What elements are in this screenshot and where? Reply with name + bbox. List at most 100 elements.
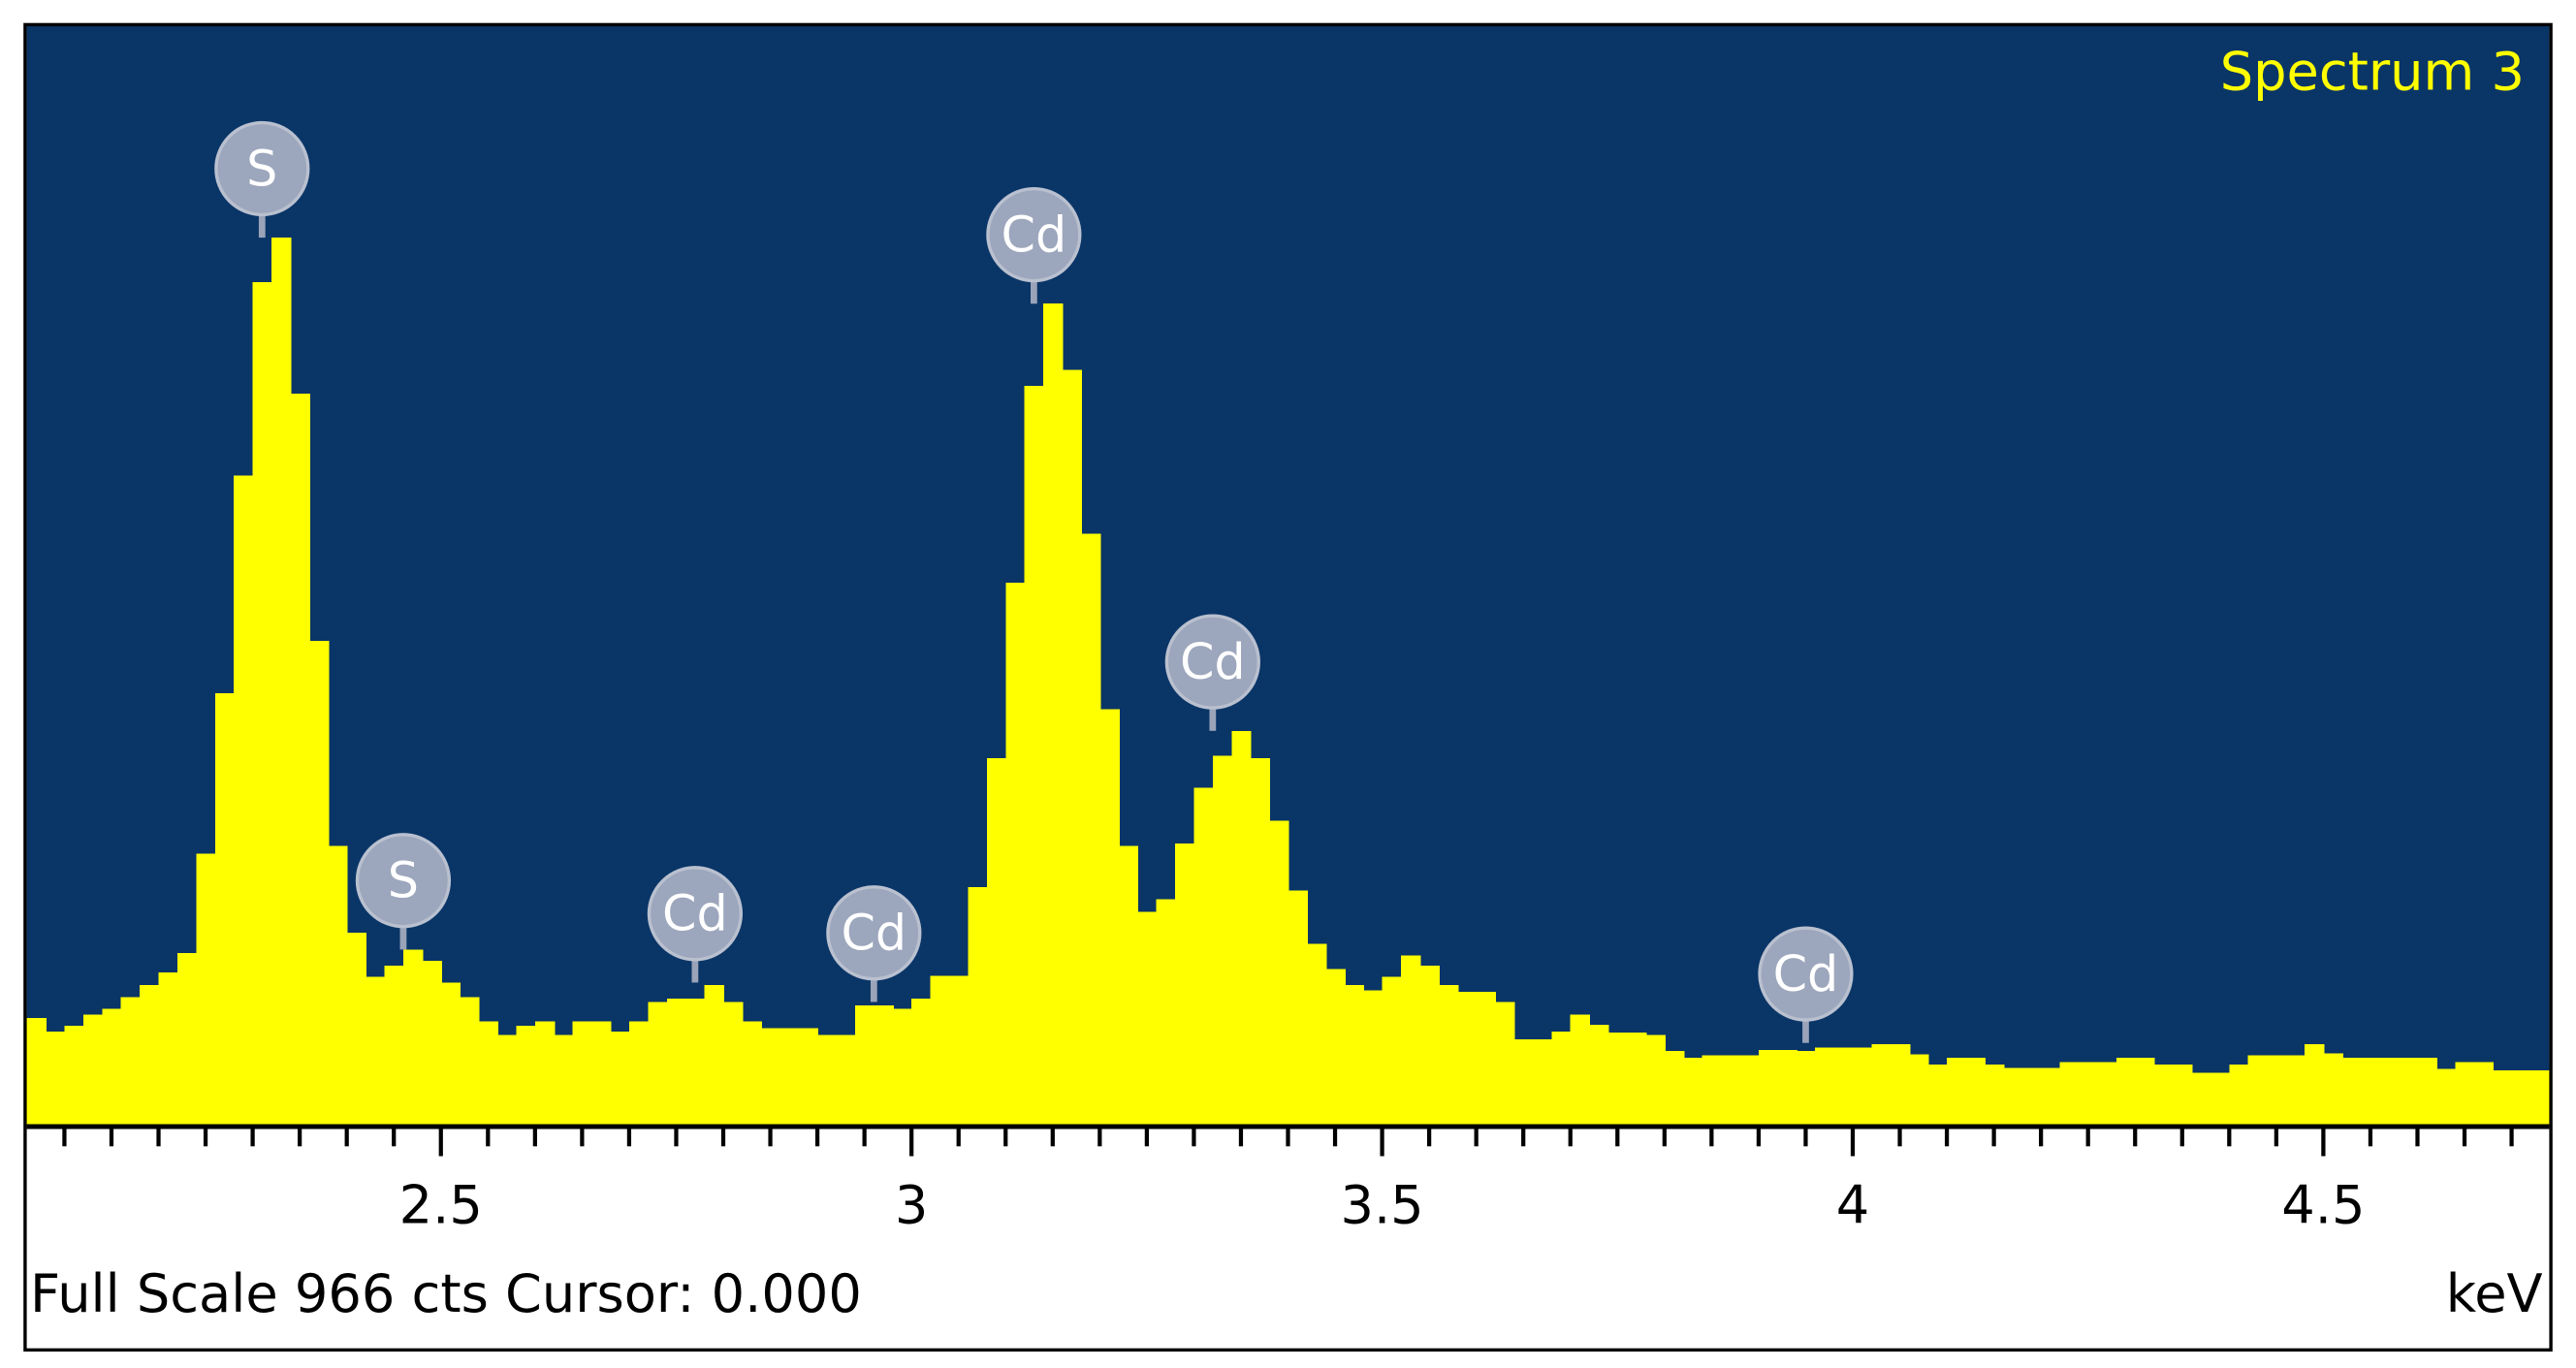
bar [497, 1034, 518, 1126]
bar [1080, 533, 1101, 1126]
bar [64, 1026, 84, 1126]
bar [1833, 1047, 1855, 1126]
annotation-label: Cd [662, 885, 728, 942]
bar [308, 640, 330, 1126]
bar [346, 932, 367, 1126]
bar [2229, 1065, 2249, 1126]
bar [1589, 1024, 1609, 1126]
bar [1551, 1031, 1572, 1126]
bar [968, 886, 988, 1126]
bar [422, 961, 442, 1126]
bar [1043, 303, 1064, 1126]
bar [46, 1031, 66, 1126]
annotation-marker [647, 866, 744, 962]
bar [2135, 1057, 2155, 1126]
bar [2041, 1067, 2061, 1126]
bar [2341, 1057, 2363, 1126]
annotation-marker [986, 186, 1082, 283]
bar [402, 949, 424, 1126]
x-tick-label: 4 [1836, 1174, 1869, 1235]
bar [1438, 984, 1459, 1126]
bar [2115, 1057, 2137, 1126]
annotation-label: Cd [1773, 945, 1839, 1002]
annotations: S S Cd Cd Cd Cd Cd [214, 120, 1854, 1043]
bar [685, 998, 706, 1126]
bar [1419, 965, 1440, 1126]
bar [176, 952, 198, 1126]
x-tick-label: 3 [895, 1174, 928, 1235]
annotation-marker [1758, 926, 1854, 1022]
bar [1664, 1050, 1685, 1126]
bar [2247, 1055, 2269, 1126]
bar [666, 998, 687, 1126]
bar [271, 238, 292, 1126]
bar [2361, 1057, 2381, 1126]
footer-text: Full Scale 966 cts Cursor: 0.000 [30, 1263, 862, 1324]
bar [384, 965, 404, 1126]
bar [2435, 1068, 2457, 1126]
bar [1852, 1047, 1873, 1126]
bar [1965, 1057, 1986, 1126]
bar [1890, 1043, 1911, 1126]
bar [1495, 1002, 1515, 1126]
bar [1758, 1049, 1779, 1126]
bar [704, 984, 725, 1126]
bar [1250, 758, 1271, 1126]
bar [214, 693, 236, 1126]
bar [1701, 1055, 1723, 1126]
bar [1231, 730, 1252, 1126]
bar [1325, 969, 1346, 1126]
bar [798, 1028, 819, 1126]
bar [1212, 755, 1233, 1126]
bar [2267, 1055, 2287, 1126]
annotation-marker [214, 120, 310, 217]
annotation-label: Cd [841, 905, 906, 962]
bar [2210, 1072, 2231, 1126]
bar [648, 1002, 668, 1126]
bar [2304, 1043, 2325, 1126]
bar [1721, 1055, 1741, 1126]
bar [234, 475, 254, 1126]
bar [2021, 1067, 2043, 1126]
bar [82, 1014, 104, 1126]
bar [1984, 1065, 2005, 1126]
bar [534, 1021, 556, 1126]
bar [817, 1034, 838, 1126]
annotation-label: S [246, 140, 277, 197]
annotation-label: S [388, 852, 419, 909]
bar [1513, 1039, 1534, 1126]
bar [1382, 976, 1403, 1126]
bar [1344, 984, 1365, 1126]
bar [986, 758, 1007, 1126]
bar [460, 997, 480, 1126]
bar [760, 1028, 781, 1126]
bar [1099, 709, 1120, 1126]
bars [26, 238, 2551, 1126]
bar [836, 1034, 856, 1126]
bar [196, 853, 216, 1126]
bar [2153, 1065, 2175, 1126]
frame [23, 22, 2553, 1352]
bar [2173, 1065, 2193, 1126]
bar [610, 1031, 630, 1126]
bar [328, 845, 348, 1126]
bar [1777, 1049, 1797, 1126]
bar [1532, 1039, 1553, 1126]
bar [1156, 899, 1177, 1126]
bar [2511, 1069, 2531, 1126]
bar [2399, 1057, 2419, 1126]
bar [1400, 955, 1421, 1126]
bar [2455, 1062, 2475, 1126]
bar [1193, 787, 1214, 1126]
bar [742, 1021, 762, 1126]
bar [949, 975, 970, 1126]
bar [874, 1004, 894, 1126]
bar [366, 976, 386, 1126]
bar [591, 1021, 612, 1126]
bar [120, 997, 142, 1126]
bar [2493, 1069, 2513, 1126]
bar [1288, 890, 1308, 1126]
x-tick-label: 2.5 [399, 1174, 483, 1235]
bar [1175, 843, 1195, 1126]
